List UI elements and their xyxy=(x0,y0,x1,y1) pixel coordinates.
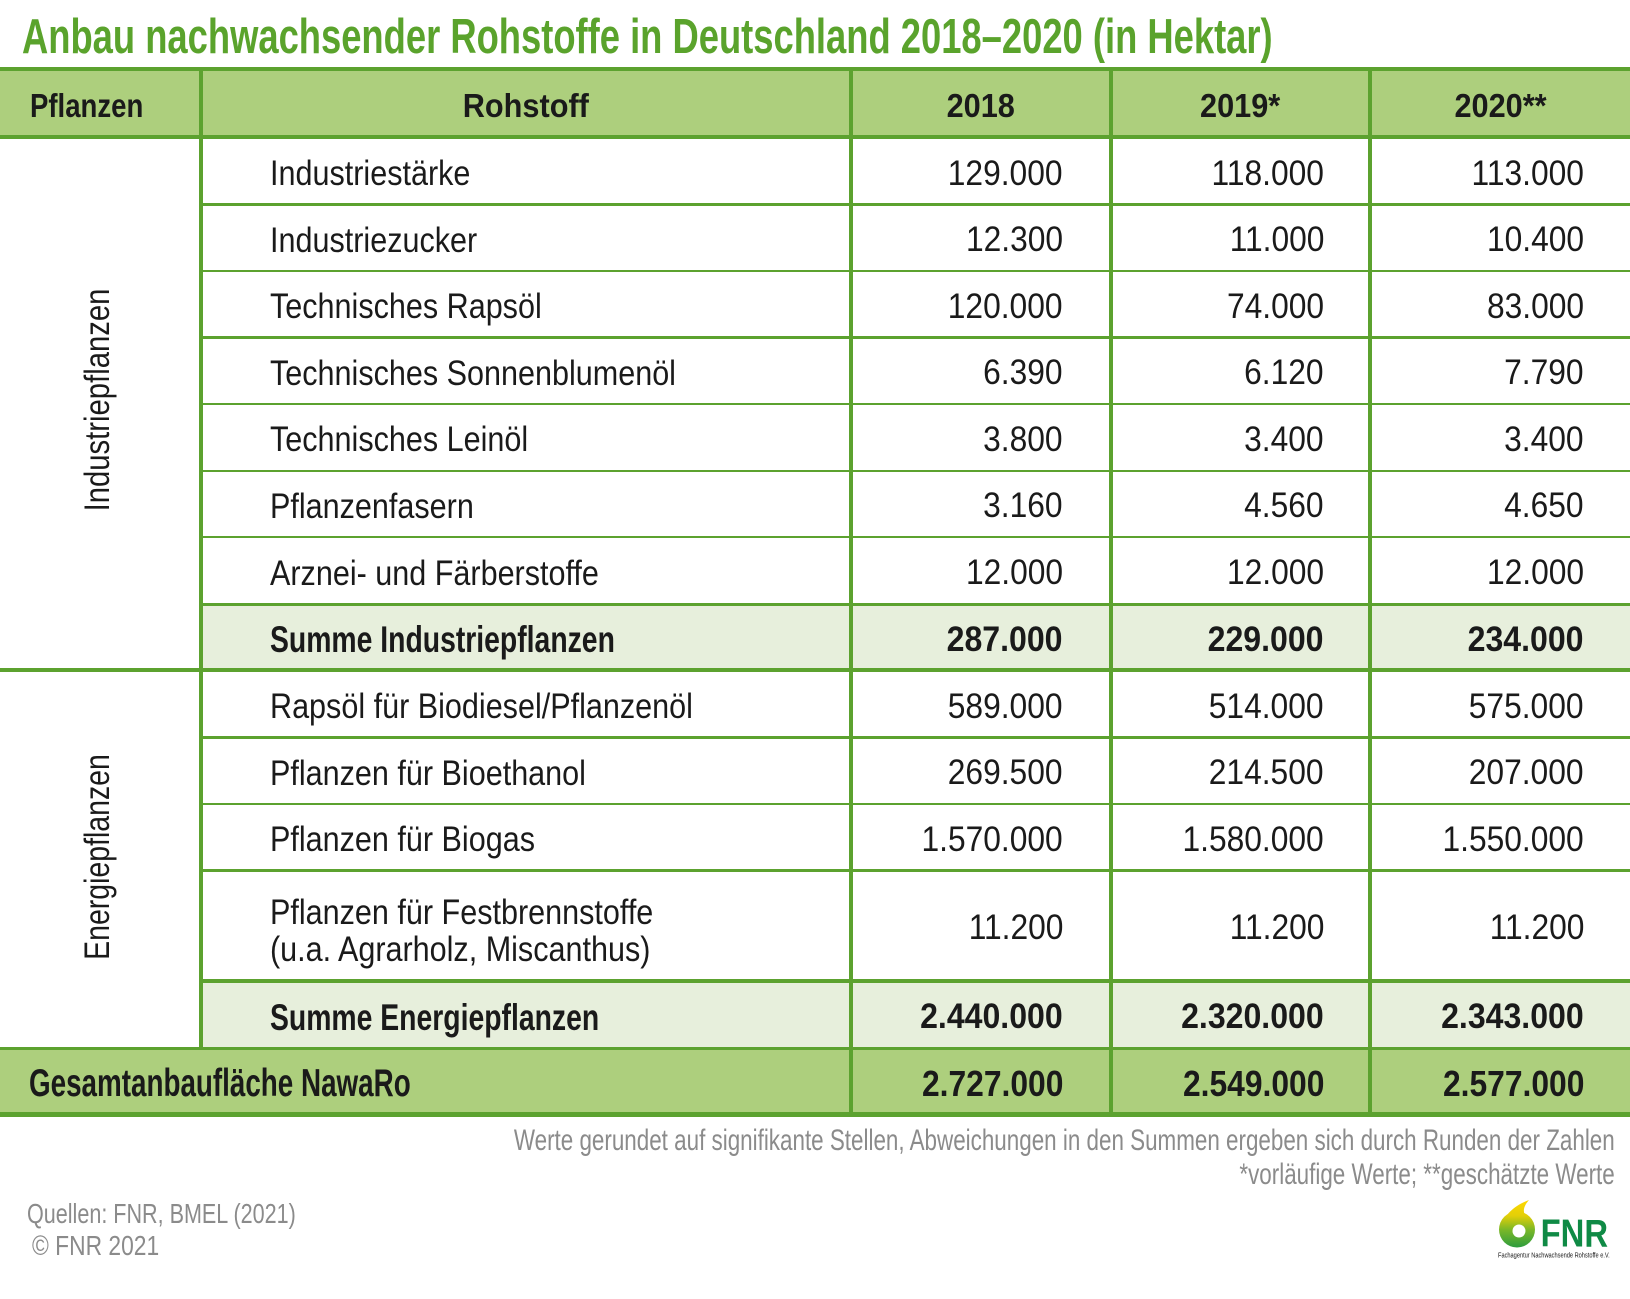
svg-text:Fachagentur Nachwachsende Rohs: Fachagentur Nachwachsende Rohstoffe e.V. xyxy=(1498,1252,1610,1260)
svg-text:FNR: FNR xyxy=(1541,1211,1608,1255)
